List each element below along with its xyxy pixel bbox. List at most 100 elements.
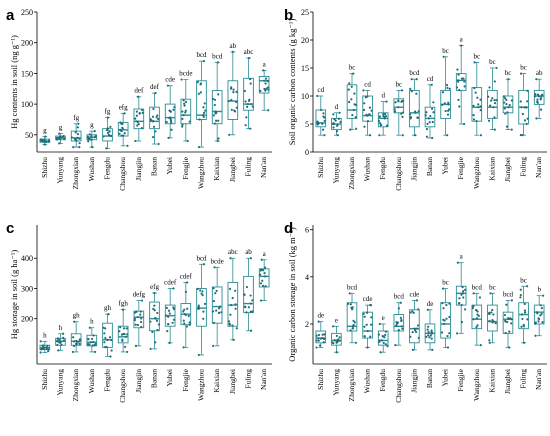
data-point <box>317 320 320 323</box>
data-point <box>352 108 355 112</box>
data-point <box>60 136 64 139</box>
data-point <box>488 86 491 89</box>
box-banan: efg <box>149 283 160 350</box>
data-point <box>262 269 265 272</box>
y-axis-title: Organic carbon storage in soil (kg m⁻²) <box>287 227 297 362</box>
data-point <box>366 329 369 333</box>
data-point <box>348 82 351 85</box>
data-point <box>526 318 529 321</box>
data-point <box>442 322 446 326</box>
data-point <box>321 128 325 131</box>
x-tick-label: Yubei <box>441 369 450 387</box>
data-point <box>41 347 44 351</box>
iqr-box <box>455 73 467 91</box>
data-point <box>352 72 355 75</box>
data-point <box>166 84 170 87</box>
data-point <box>251 310 254 313</box>
data-point <box>441 302 444 305</box>
data-point <box>443 319 446 322</box>
data-point <box>244 100 247 103</box>
data-point <box>231 296 234 300</box>
data-point <box>63 137 66 140</box>
data-point <box>400 89 404 92</box>
data-point <box>354 103 357 106</box>
significance-label: bcde <box>179 70 192 78</box>
data-point <box>249 257 252 260</box>
data-point <box>474 308 478 312</box>
data-point <box>228 133 231 136</box>
x-tick-label: Changshou <box>118 369 127 403</box>
significance-label: a <box>460 253 464 261</box>
data-point <box>121 308 125 311</box>
data-point <box>493 102 497 105</box>
data-point <box>526 100 529 103</box>
data-point <box>477 103 480 106</box>
data-point <box>442 307 445 310</box>
data-point <box>245 116 248 119</box>
data-point <box>539 108 543 111</box>
box-yunyang: h <box>55 324 66 352</box>
data-point <box>414 110 417 113</box>
data-point <box>183 104 186 107</box>
y-axis-title: Hg storage in soil (g ha⁻¹) <box>9 250 19 340</box>
data-point <box>472 104 475 107</box>
data-point <box>526 89 529 92</box>
data-point <box>152 125 156 128</box>
data-point <box>378 322 381 326</box>
data-point <box>75 339 78 343</box>
data-point <box>362 108 366 112</box>
box-banan: cd <box>424 75 436 140</box>
data-point <box>393 108 396 111</box>
data-point <box>120 134 123 137</box>
data-point <box>215 289 218 292</box>
significance-label: bcd <box>347 283 358 291</box>
data-point <box>492 106 495 109</box>
box-nanan: ab <box>533 69 545 120</box>
data-point <box>235 100 238 104</box>
significance-label: bc <box>442 279 449 287</box>
data-point <box>458 105 461 108</box>
data-point <box>395 324 398 327</box>
data-point <box>44 140 47 143</box>
box-fengdu: e <box>377 314 389 354</box>
x-tick-label: Wangzhou <box>197 157 206 189</box>
data-point <box>487 95 490 98</box>
significance-label: a <box>263 250 267 258</box>
data-point <box>91 145 94 149</box>
data-point <box>431 348 434 351</box>
data-point <box>378 115 381 118</box>
data-point <box>92 334 95 337</box>
data-point <box>472 304 475 308</box>
data-point <box>471 306 474 310</box>
data-point <box>479 105 482 108</box>
data-point <box>425 127 429 131</box>
data-point <box>45 346 48 349</box>
data-point <box>244 124 247 127</box>
box-changshou: bc <box>393 80 405 137</box>
x-tick-label: Nan'an <box>534 369 543 390</box>
data-point <box>213 103 216 107</box>
data-point <box>182 346 185 349</box>
significance-label: bcd <box>394 293 405 301</box>
data-point <box>473 87 476 90</box>
data-point <box>43 143 46 146</box>
data-point <box>56 337 60 340</box>
data-point <box>440 331 444 334</box>
data-point <box>472 292 475 295</box>
panel-letter-d: d <box>284 220 293 237</box>
box-fengdu: gh <box>102 304 113 358</box>
box-jiangjin: defg <box>133 291 146 347</box>
data-point <box>118 330 121 333</box>
x-tick-label: Yunyang <box>56 369 65 396</box>
data-point <box>519 72 523 75</box>
data-point <box>508 346 511 349</box>
data-point <box>490 311 493 314</box>
data-point <box>417 116 420 119</box>
x-tick-label: Changshou <box>118 157 127 191</box>
y-tick-label: 150 <box>21 69 33 78</box>
data-point <box>474 91 477 94</box>
x-tick-label: Wushan <box>87 157 96 182</box>
box-fengjie: a <box>455 253 467 335</box>
significance-label: defg <box>133 291 146 299</box>
